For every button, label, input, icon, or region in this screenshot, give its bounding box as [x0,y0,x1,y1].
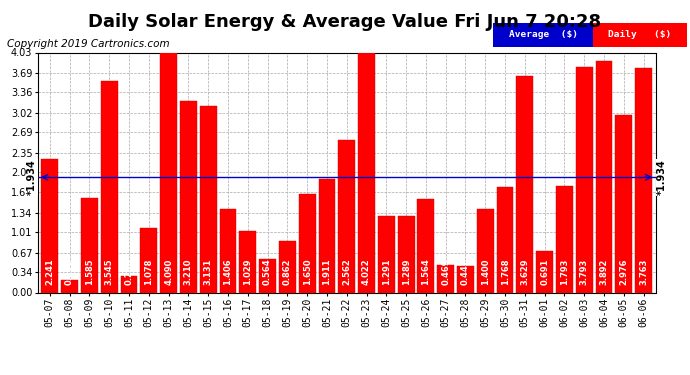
Text: 3.545: 3.545 [105,259,114,285]
Bar [41,159,58,292]
Text: 0.205: 0.205 [65,259,74,285]
Text: 0.447: 0.447 [461,259,470,285]
Text: 3.629: 3.629 [520,259,529,285]
Bar [101,81,117,292]
Bar [417,200,434,292]
Text: 3.131: 3.131 [204,259,213,285]
Bar [299,194,315,292]
Bar [279,241,296,292]
Text: 4.090: 4.090 [164,259,173,285]
Bar [477,209,493,292]
Text: 3.210: 3.210 [184,259,193,285]
Bar [397,216,415,292]
Text: Average  ($): Average ($) [509,30,578,39]
Text: 1.585: 1.585 [85,259,94,285]
Bar [160,49,177,292]
Text: 0.691: 0.691 [540,259,549,285]
Text: 3.793: 3.793 [580,259,589,285]
Text: 1.400: 1.400 [481,259,490,285]
Text: Daily   ($): Daily ($) [609,30,671,39]
Text: *1.934: *1.934 [656,159,667,195]
Bar [319,179,335,292]
Text: 0.280: 0.280 [124,259,133,285]
Text: *1.934: *1.934 [27,159,37,195]
Text: 1.406: 1.406 [224,259,233,285]
Text: 1.768: 1.768 [500,259,510,285]
Bar [437,265,454,292]
Text: 0.862: 0.862 [283,259,292,285]
Text: 3.892: 3.892 [600,259,609,285]
Bar [378,216,395,292]
Text: Copyright 2019 Cartronics.com: Copyright 2019 Cartronics.com [7,39,170,50]
Text: 1.793: 1.793 [560,259,569,285]
Text: 1.911: 1.911 [322,259,331,285]
Bar [259,259,276,292]
Text: 0.564: 0.564 [263,259,272,285]
Text: 2.976: 2.976 [620,259,629,285]
Bar [595,61,613,292]
Text: 0.469: 0.469 [441,259,450,285]
Text: 1.029: 1.029 [244,259,253,285]
Bar [536,251,553,292]
Bar [497,187,513,292]
Text: Daily Solar Energy & Average Value Fri Jun 7 20:28: Daily Solar Energy & Average Value Fri J… [88,13,602,31]
Bar [81,198,98,292]
Bar [239,231,256,292]
Bar [457,266,474,292]
Bar [140,228,157,292]
Text: 1.291: 1.291 [382,259,391,285]
Bar [200,106,217,292]
Text: 2.562: 2.562 [342,259,351,285]
Text: 1.078: 1.078 [144,259,153,285]
Text: 1.650: 1.650 [303,259,312,285]
Text: 4.022: 4.022 [362,259,371,285]
Text: 1.289: 1.289 [402,259,411,285]
Bar [219,209,237,292]
Bar [556,186,573,292]
Bar [180,101,197,292]
Bar [121,276,137,292]
Bar [516,76,533,292]
Bar [576,67,593,292]
Text: 2.241: 2.241 [46,259,55,285]
Bar [615,115,632,292]
Bar [635,68,652,292]
Bar [61,280,78,292]
Text: 3.763: 3.763 [639,259,648,285]
Bar [338,140,355,292]
Text: 1.564: 1.564 [422,259,431,285]
Bar [358,53,375,292]
